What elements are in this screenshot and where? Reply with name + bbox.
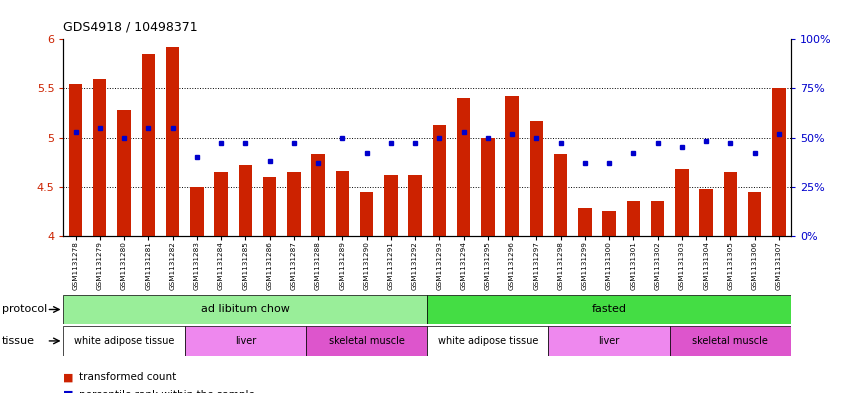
Bar xyxy=(184,326,306,356)
Text: liver: liver xyxy=(598,336,620,346)
Bar xyxy=(627,201,640,236)
Bar xyxy=(432,125,446,236)
Bar xyxy=(481,138,495,236)
Bar xyxy=(578,208,591,236)
Bar xyxy=(311,154,325,236)
Text: ■: ■ xyxy=(63,390,74,393)
Bar xyxy=(409,175,422,236)
Text: transformed count: transformed count xyxy=(79,372,176,382)
Bar xyxy=(554,154,568,236)
Bar xyxy=(700,189,713,236)
Text: protocol: protocol xyxy=(2,305,47,314)
Bar xyxy=(427,295,791,324)
Bar xyxy=(602,211,616,236)
Text: ad libitum chow: ad libitum chow xyxy=(201,305,290,314)
Bar xyxy=(530,121,543,236)
Text: white adipose tissue: white adipose tissue xyxy=(74,336,174,346)
Text: ■: ■ xyxy=(63,372,74,382)
Bar xyxy=(93,79,107,236)
Text: skeletal muscle: skeletal muscle xyxy=(692,336,768,346)
Text: skeletal muscle: skeletal muscle xyxy=(328,336,404,346)
Bar xyxy=(336,171,349,236)
Bar xyxy=(748,191,761,236)
Bar xyxy=(675,169,689,236)
Bar xyxy=(214,172,228,236)
Bar xyxy=(670,326,791,356)
Bar xyxy=(63,295,427,324)
Bar xyxy=(427,326,548,356)
Bar xyxy=(69,84,82,236)
Text: liver: liver xyxy=(234,336,256,346)
Bar xyxy=(263,177,277,236)
Bar xyxy=(166,47,179,236)
Bar xyxy=(505,96,519,236)
Text: percentile rank within the sample: percentile rank within the sample xyxy=(79,390,255,393)
Bar xyxy=(118,110,131,236)
Bar xyxy=(190,187,204,236)
Bar xyxy=(651,201,664,236)
Text: white adipose tissue: white adipose tissue xyxy=(437,336,538,346)
Bar xyxy=(287,172,300,236)
Text: GDS4918 / 10498371: GDS4918 / 10498371 xyxy=(63,20,198,33)
Text: fasted: fasted xyxy=(591,305,627,314)
Bar xyxy=(723,172,737,236)
Bar xyxy=(360,191,373,236)
Text: tissue: tissue xyxy=(2,336,35,346)
Bar xyxy=(772,88,786,236)
Bar xyxy=(548,326,670,356)
Bar xyxy=(457,98,470,236)
Bar xyxy=(384,175,398,236)
Bar xyxy=(239,165,252,236)
Bar xyxy=(141,54,155,236)
Bar xyxy=(63,326,184,356)
Bar xyxy=(306,326,427,356)
